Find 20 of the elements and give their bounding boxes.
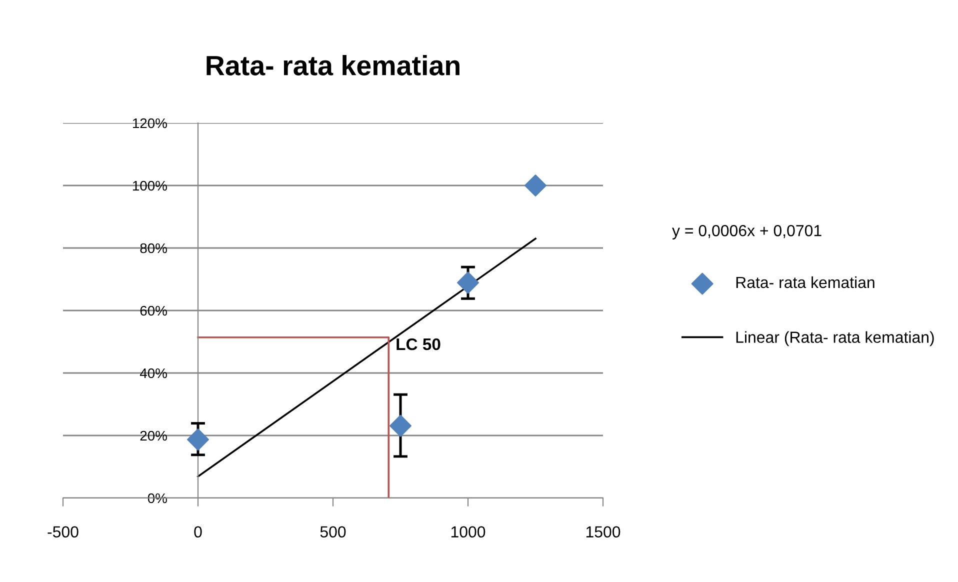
x-tick-label: 1500 [586, 526, 620, 538]
text: y = 0,0006x + 0,0701 [672, 224, 822, 240]
point [187, 428, 209, 451]
x-tick-label: 500 [320, 526, 346, 538]
x-tick-label: 1000 [451, 526, 486, 538]
annotation: LC 50 [396, 338, 440, 350]
point [457, 272, 479, 294]
y-tick-label: 80% [140, 243, 167, 254]
x-tick-label: -500 [48, 526, 78, 538]
y-tick-label: 40% [140, 368, 167, 378]
legend-label: Linear (Rata- rata kematian) [736, 331, 934, 346]
legend-label: Rata- rata kematian [736, 276, 874, 288]
y-tick-label: 20% [140, 430, 167, 441]
x-tick-label: 0 [194, 526, 202, 538]
point [524, 174, 546, 196]
y-tick-label: 60% [140, 306, 167, 316]
point [390, 414, 412, 437]
chart-title: Rata- rata kematian [206, 55, 460, 76]
y-tick-label: 100% [132, 180, 167, 191]
y-tick-label: 120% [132, 118, 167, 128]
